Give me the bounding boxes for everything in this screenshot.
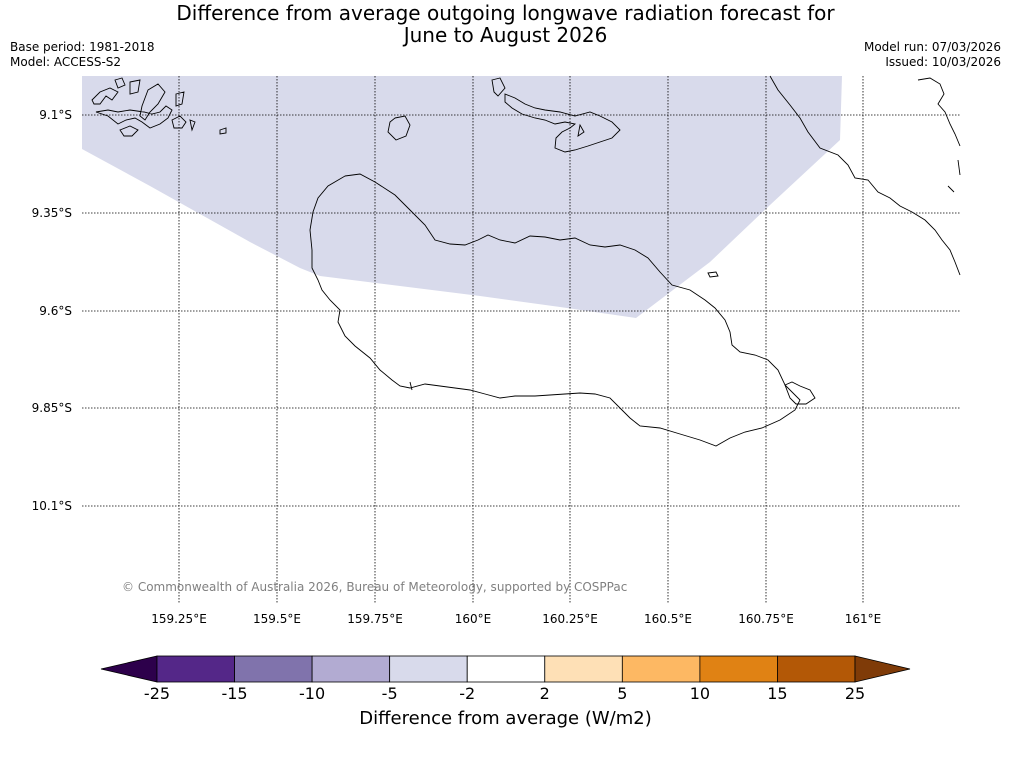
coastline-florida-islands bbox=[491, 77, 621, 153]
colorbar-segment bbox=[156, 655, 235, 683]
graticule bbox=[82, 76, 960, 604]
colorbar-tick-label: -15 bbox=[221, 684, 248, 703]
anomaly-region bbox=[82, 76, 842, 318]
colorbar-extend-low bbox=[100, 655, 158, 683]
coastline-east-islet bbox=[784, 381, 816, 405]
model-name: Model: ACCESS-S2 bbox=[10, 55, 122, 69]
colorbar-tick-label: 10 bbox=[689, 684, 711, 703]
lat-label: 9.6°S bbox=[39, 304, 72, 318]
colorbar-tick-label: 15 bbox=[767, 684, 788, 703]
lon-label: 160°E bbox=[454, 612, 492, 626]
lat-label: 9.35°S bbox=[31, 206, 72, 220]
lon-label: 159.5°E bbox=[253, 612, 301, 626]
colorbar bbox=[100, 655, 911, 683]
colorbar-segment bbox=[544, 655, 623, 683]
coastlines bbox=[91, 75, 961, 447]
colorbar-segment bbox=[234, 655, 313, 683]
colorbar-segment bbox=[311, 655, 391, 683]
colorbar-label: Difference from average (W/m2) bbox=[359, 708, 652, 729]
coastline-islet bbox=[707, 271, 719, 278]
colorbar-tick-label: -10 bbox=[299, 684, 326, 703]
colorbar-segment bbox=[466, 655, 546, 683]
colorbar-segment bbox=[389, 655, 468, 683]
coastline-detail bbox=[409, 381, 413, 391]
meta-right: Model run: 07/03/2026 Issued: 10/03/2026 bbox=[864, 40, 1001, 70]
colorbar-segment bbox=[621, 655, 701, 683]
lat-label: 10.1°S bbox=[31, 499, 72, 513]
lon-label: 160.5°E bbox=[644, 612, 692, 626]
colorbar-segment bbox=[777, 655, 856, 683]
meta-left: Base period: 1981-2018 Model: ACCESS-S2 bbox=[10, 40, 155, 70]
copyright-notice: © Commonwealth of Australia 2026, Bureau… bbox=[122, 580, 628, 594]
colorbar-tick-label: 2 bbox=[539, 684, 550, 703]
colorbar-extend-high bbox=[854, 655, 911, 683]
colorbar-tick-label: -5 bbox=[381, 684, 398, 703]
lat-label: 9.85°S bbox=[31, 401, 72, 415]
lon-label: 159.25°E bbox=[151, 612, 207, 626]
issued-date: Issued: 10/03/2026 bbox=[885, 55, 1001, 69]
coastline-islet bbox=[219, 127, 227, 135]
colorbar-tick-label: 5 bbox=[617, 684, 628, 703]
colorbar-tick-label: -2 bbox=[459, 684, 476, 703]
colorbar-tick-label: 25 bbox=[844, 684, 866, 703]
lon-label: 160.75°E bbox=[738, 612, 794, 626]
map-title-line2: June to August 2026 bbox=[403, 23, 608, 47]
coastline-main-island bbox=[309, 173, 801, 447]
colorbar-tick-label: -25 bbox=[143, 684, 171, 703]
map-title-line1: Difference from average outgoing longwav… bbox=[176, 1, 835, 25]
coastline-small-island bbox=[387, 115, 411, 141]
coastline-nw-islands bbox=[91, 77, 196, 137]
colorbar-segment bbox=[699, 655, 778, 683]
model-run: Model run: 07/03/2026 bbox=[863, 40, 1001, 54]
coastline-east-island bbox=[769, 75, 961, 276]
lat-label: 9.1°S bbox=[39, 108, 72, 122]
base-period: Base period: 1981-2018 bbox=[10, 40, 155, 54]
lon-label: 159.75°E bbox=[347, 612, 403, 626]
lon-label: 160.25°E bbox=[542, 612, 598, 626]
lon-label: 161°E bbox=[844, 612, 882, 626]
